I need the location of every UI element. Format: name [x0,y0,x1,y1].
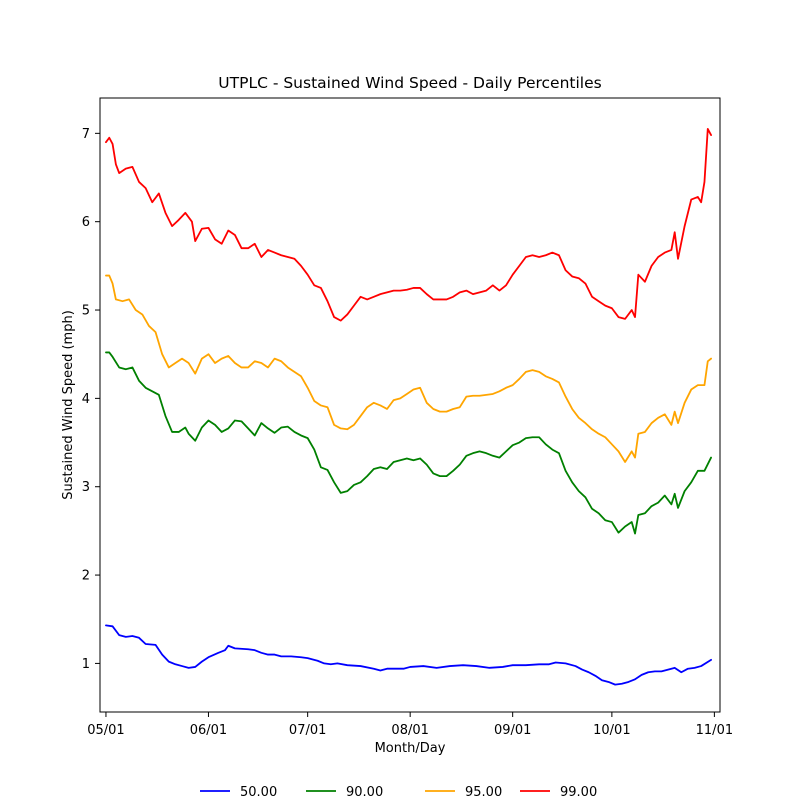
y-tick-label: 4 [82,392,90,407]
plot-area [99,97,721,713]
x-tick-label: 05/01 [87,723,124,738]
legend-label-2: 90.00 [346,785,383,800]
y-tick-label: 5 [82,304,90,319]
y-tick-label: 2 [82,569,90,584]
x-axis-title: Month/Day [375,741,446,756]
y-tick-label: 3 [82,480,90,495]
y-tick-label: 7 [82,127,90,142]
y-axis-title: Sustained Wind Speed (mph) [61,310,76,500]
x-tick-label: 09/01 [494,723,531,738]
y-axis: 1 2 3 4 5 6 7 [82,127,100,672]
legend: 50.00 90.00 95.00 99.00 [200,785,597,800]
y-tick-label: 6 [82,215,90,230]
legend-label-4: 99.00 [560,785,597,800]
y-tick-label: 1 [82,657,90,672]
legend-label-3: 95.00 [465,785,502,800]
x-tick-label: 06/01 [190,723,227,738]
x-tick-label: 10/01 [593,723,630,738]
x-tick-label: 07/01 [289,723,326,738]
x-axis: 05/01 06/01 07/01 08/01 09/01 10/01 11/01 [87,712,733,738]
series-line-1 [105,624,712,686]
x-tick-label: 08/01 [391,723,428,738]
plot-frame [99,97,721,713]
series-line-2 [105,351,712,535]
legend-label-1: 50.00 [240,785,277,800]
x-tick-label: 11/01 [696,723,733,738]
chart-title: UTPLC - Sustained Wind Speed - Daily Per… [218,74,601,92]
series-line-3 [105,274,712,463]
series-line-4 [105,128,712,322]
